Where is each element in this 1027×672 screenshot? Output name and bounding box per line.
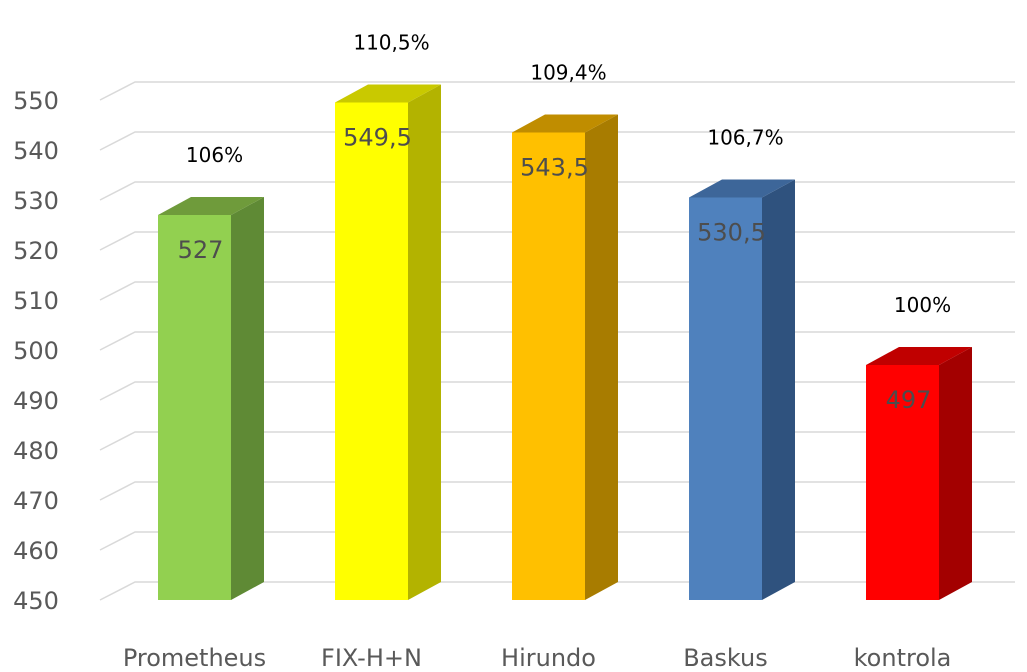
bar-percent-label-4: 100%: [894, 293, 951, 317]
bar-value-label-3: 530,5: [697, 219, 766, 247]
bar-3: [689, 179, 795, 600]
y-tick-label-8: 530: [13, 187, 59, 215]
bar-value-label-1: 549,5: [343, 124, 412, 152]
bar-front-4: [866, 365, 939, 600]
y-tick-label-10: 550: [13, 87, 59, 115]
bar-front-1: [335, 102, 408, 600]
bar-side-0: [231, 197, 264, 600]
grid-layer: [99, 81, 1015, 601]
gridline-10: [99, 81, 1015, 101]
y-axis-ticks: 450 460 470 480 490 500 510 520 530 540 550: [13, 87, 59, 615]
x-axis-labels: Prometheus FIX-H+N Hirundo Baskus kontrola: [123, 644, 952, 672]
bar-front-3: [689, 197, 762, 600]
bar-side-3: [762, 179, 795, 600]
bar-top-4: [866, 347, 972, 365]
y-tick-label-7: 520: [13, 237, 59, 265]
bar-value-label-4: 497: [886, 386, 932, 414]
bar-side-2: [585, 114, 618, 600]
x-category-label-0: Prometheus: [123, 644, 266, 672]
y-tick-label-9: 540: [13, 137, 59, 165]
x-category-label-4: kontrola: [854, 644, 952, 672]
y-tick-label-3: 480: [13, 437, 59, 465]
bar-front-2: [512, 132, 585, 600]
bar-front-0: [158, 215, 231, 600]
bar-side-4: [939, 347, 972, 600]
y-tick-label-4: 490: [13, 387, 59, 415]
y-tick-label-1: 460: [13, 537, 59, 565]
x-category-label-2: Hirundo: [501, 644, 596, 672]
y-tick-label-5: 500: [13, 337, 59, 365]
bar-percent-label-0: 106%: [186, 143, 243, 167]
gridline-9: [99, 131, 1015, 151]
bar-2: [512, 114, 618, 600]
y-tick-label-0: 450: [13, 587, 59, 615]
bar-percent-label-3: 106,7%: [707, 126, 783, 150]
data-labels: 527 106% 549,5 110,5% 543,5 109,4% 530,5 106,7%…: [178, 31, 952, 415]
bar-0: [158, 197, 264, 600]
bar-top-2: [512, 114, 618, 133]
y-tick-label-6: 510: [13, 287, 59, 315]
x-category-label-3: Baskus: [683, 644, 768, 672]
bar-series: [158, 84, 972, 600]
bar-percent-label-2: 109,4%: [530, 61, 606, 85]
bar-percent-label-1: 110,5%: [353, 31, 429, 55]
bar-value-label-2: 543,5: [520, 154, 589, 182]
bar-value-label-0: 527: [178, 236, 224, 264]
bar-top-0: [158, 197, 264, 215]
bar-side-1: [408, 84, 441, 600]
x-category-label-1: FIX-H+N: [321, 644, 422, 672]
bar-4: [866, 347, 972, 600]
bar-top-3: [689, 179, 795, 198]
y-tick-label-2: 470: [13, 487, 59, 515]
bar-1: [335, 84, 441, 600]
bar-top-1: [335, 84, 441, 103]
